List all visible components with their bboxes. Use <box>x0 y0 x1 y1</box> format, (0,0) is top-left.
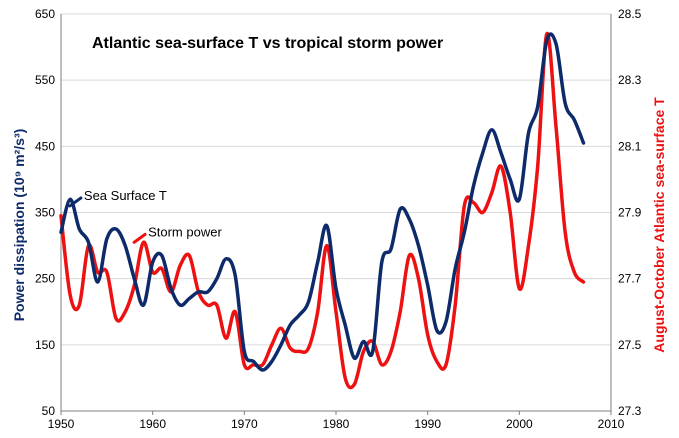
x-tick-label: 1960 <box>139 417 166 431</box>
y-tick-label-right: 28.1 <box>618 139 642 153</box>
x-tick-label: 1950 <box>48 417 75 431</box>
y-tick-label-right: 28.5 <box>618 7 642 21</box>
y-tick-label-left: 550 <box>35 73 55 87</box>
y-tick-label-right: 27.9 <box>618 206 642 220</box>
annotation-label: Sea Surface T <box>84 188 167 203</box>
y-tick-label-left: 250 <box>35 272 55 286</box>
y-tick-label-right: 27.5 <box>618 338 642 352</box>
annotation-label: Storm power <box>148 224 222 239</box>
x-tick-labels: 1950 1960 1970 1980 1990 2000 2010 <box>48 417 625 431</box>
y-tick-label-left: 150 <box>35 338 55 352</box>
annotations: Sea Surface T Storm power <box>68 188 222 244</box>
y-tick-label-left: 350 <box>35 206 55 220</box>
annotation-leader <box>68 196 83 208</box>
series-line-sea-surface-t <box>59 32 586 372</box>
gridlines <box>61 13 611 346</box>
chart-title: Atlantic sea-surface T vs tropical storm… <box>92 35 443 52</box>
series-lines <box>59 32 586 390</box>
y-tick-label-left: 450 <box>35 139 55 153</box>
y-tick-labels-left: 50 150 250 350 450 550 650 <box>35 7 55 418</box>
y-axis-title-right: August-October Atlantic sea-surface T <box>651 97 667 353</box>
y-tick-label-right: 28.3 <box>618 73 642 87</box>
y-tick-label-left: 50 <box>42 404 56 418</box>
axes <box>60 14 612 415</box>
x-tick-label: 1980 <box>323 417 350 431</box>
x-tick-label: 2000 <box>506 417 533 431</box>
annotation-leader <box>132 232 147 244</box>
y-tick-label-right: 27.7 <box>618 272 642 286</box>
y-tick-label-right: 27.3 <box>618 404 642 418</box>
x-tick-label: 2010 <box>598 417 625 431</box>
y-tick-label-left: 650 <box>35 7 55 21</box>
x-tick-label: 1970 <box>231 417 258 431</box>
y-tick-labels-right: 27.3 27.5 27.7 27.9 28.1 28.3 28.5 <box>618 7 642 418</box>
y-axis-title-left: Power dissipation (10⁹ m²/s³) <box>11 129 27 322</box>
x-tick-label: 1990 <box>414 417 441 431</box>
